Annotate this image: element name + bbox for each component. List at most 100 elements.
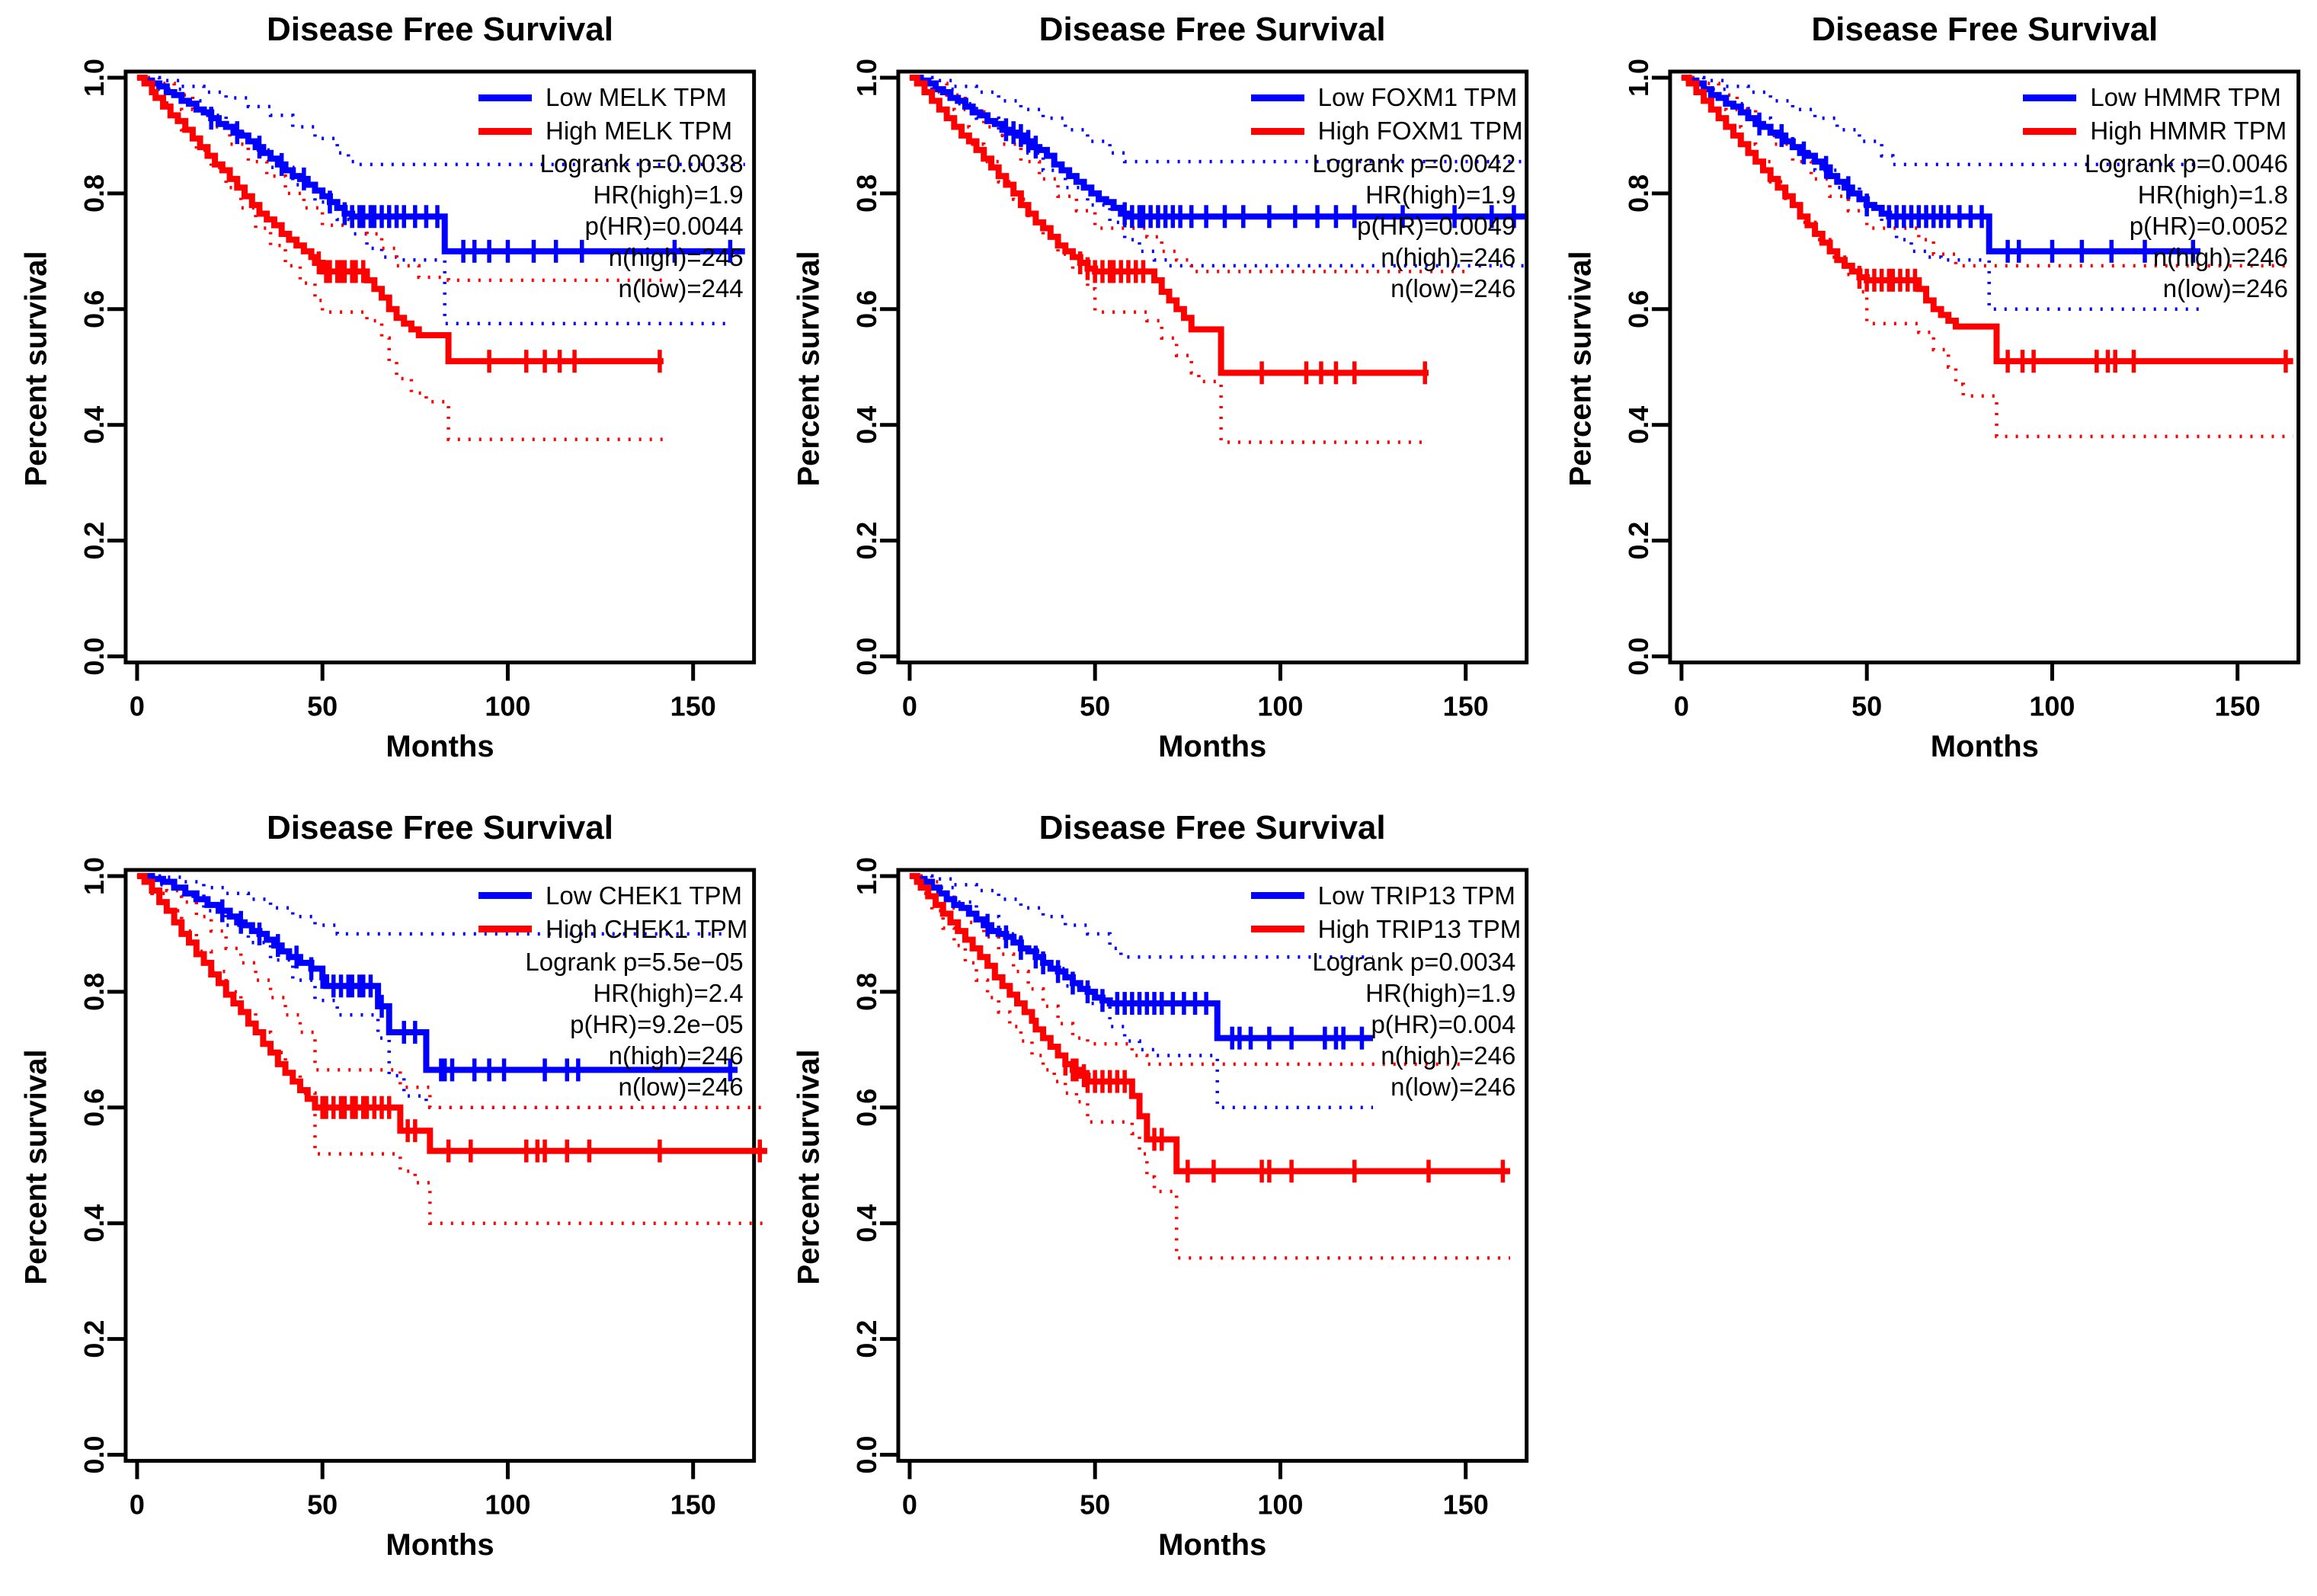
stat-line: p(HR)=0.0044 — [584, 212, 744, 240]
y-tick-label: 0.8 — [78, 972, 110, 1010]
survival-curve-high — [1682, 74, 2293, 365]
stat-line: n(high)=245 — [608, 243, 744, 271]
y-tick-label: 0.8 — [851, 972, 882, 1010]
y-tick-label: 0.4 — [78, 406, 110, 444]
legend-label: Low HMMR TPM — [2090, 83, 2281, 111]
plot-title: Disease Free Survival — [267, 808, 613, 846]
stat-line: n(high)=246 — [1381, 1041, 1516, 1070]
y-tick-label: 0.8 — [1623, 174, 1654, 213]
y-tick-label: 0.6 — [851, 290, 882, 328]
ci-curve — [1682, 75, 2293, 268]
legend-label: Low FOXM1 TPM — [1317, 83, 1518, 111]
legend-item: Low CHEK1 TPM — [478, 879, 747, 913]
legend-item: Low HMMR TPM — [2023, 81, 2287, 114]
stat-line: Logrank p=0.0034 — [1312, 947, 1516, 976]
plot-box — [123, 867, 757, 1463]
stat-line: p(HR)=9.2e−05 — [570, 1009, 744, 1038]
high-group-swatch — [1250, 127, 1304, 135]
x-tick-label: 150 — [1442, 1489, 1488, 1520]
legend-item: High FOXM1 TPM — [1250, 114, 1523, 148]
high-group-swatch — [478, 926, 532, 932]
y-tick-label: 1.0 — [851, 59, 882, 97]
x-tick-label: 0 — [902, 1489, 917, 1520]
stat-line: Logrank p=0.0038 — [539, 149, 744, 178]
y-axis-label: Percent survival — [792, 1048, 826, 1284]
y-tick-label: 0.4 — [851, 1204, 882, 1242]
x-axis-label: Months — [386, 730, 494, 763]
y-tick-label: 0.0 — [1623, 638, 1654, 676]
survival-curve-high — [909, 74, 1429, 376]
stat-line: HR(high)=1.8 — [2137, 181, 2288, 209]
legend-item: Low MELK TPM — [478, 81, 732, 114]
ci-curve — [136, 75, 664, 283]
stat-line: Logrank p=0.0046 — [2084, 149, 2288, 178]
x-tick-label: 100 — [1257, 1489, 1303, 1520]
low-group-swatch — [1250, 94, 1304, 101]
high-group-swatch — [478, 127, 532, 135]
stats-block: Logrank p=5.5e−05 HR(high)=2.4 p(HR)=9.2e−… — [525, 946, 743, 1102]
y-tick-label: 0.0 — [851, 638, 882, 676]
km-panel-foxm1: 0 50 100 150 0.0 0.2 0.4 0.6 0.8 1.0 Disease Free… — [773, 0, 1545, 798]
legend-label: High HMMR TPM — [2090, 117, 2287, 145]
stat-line: n(low)=244 — [618, 274, 744, 302]
stat-line: HR(high)=1.9 — [593, 181, 744, 209]
ci-curve — [909, 874, 1466, 1066]
y-tick-label: 0.2 — [1623, 522, 1654, 560]
ci-curve — [136, 75, 731, 326]
x-tick-label: 150 — [670, 1489, 716, 1520]
stat-line: n(low)=246 — [1391, 274, 1516, 302]
low-group-swatch — [2023, 94, 2077, 101]
legend: Low HMMR TPM High HMMR TPM — [2023, 81, 2287, 148]
ci-curve — [136, 874, 767, 1109]
y-tick-label: 0.0 — [78, 638, 110, 676]
plot-title: Disease Free Survival — [1811, 11, 2159, 48]
stat-line: Logrank p=5.5e−05 — [525, 947, 744, 976]
ci-curve — [136, 874, 731, 936]
plot-title: Disease Free Survival — [1038, 11, 1386, 48]
ci-curve — [909, 75, 1525, 268]
high-group-swatch — [2023, 127, 2077, 135]
y-tick-label: 0.4 — [78, 1204, 110, 1242]
stat-line: p(HR)=0.0049 — [1357, 212, 1516, 240]
y-tick-label: 1.0 — [78, 856, 110, 894]
stat-line: n(low)=246 — [2162, 274, 2288, 302]
km-plot-canvas: 0 50 100 150 0.0 0.2 0.4 0.6 0.8 1.0 — [78, 59, 757, 722]
stat-line: n(high)=246 — [2152, 243, 2288, 271]
plot-title: Disease Free Survival — [1038, 808, 1386, 846]
survival-curve-high — [136, 872, 767, 1154]
plot-title: Disease Free Survival — [267, 11, 613, 48]
stat-line: HR(high)=2.4 — [593, 978, 744, 1007]
stats-block: Logrank p=0.0038 HR(high)=1.9 p(HR)=0.0044… — [540, 148, 744, 304]
stat-line: p(HR)=0.0052 — [2129, 212, 2288, 240]
plot-box — [896, 69, 1528, 665]
ci-curve — [136, 75, 745, 167]
plot-box — [1668, 69, 2301, 665]
x-tick-label: 100 — [2030, 691, 2075, 722]
x-axis-label: Months — [1158, 730, 1267, 763]
km-plot-canvas: 0 50 100 150 0.0 0.2 0.4 0.6 0.8 1.0 — [851, 856, 1528, 1520]
y-axis-label: Percent survival — [19, 251, 53, 487]
km-plot-canvas: 0 50 100 150 0.0 0.2 0.4 0.6 0.8 1.0 — [1623, 59, 2301, 722]
km-panel-chek1: 0 50 100 150 0.0 0.2 0.4 0.6 0.8 1.0 Disease Free… — [0, 798, 773, 1596]
legend: Low MELK TPM High MELK TPM — [478, 81, 732, 148]
stats-block: Logrank p=0.0034 HR(high)=1.9 p(HR)=0.004 n… — [1312, 946, 1515, 1102]
km-panel-hmmr: 0 50 100 150 0.0 0.2 0.4 0.6 0.8 1.0 Disease Free… — [1544, 0, 2317, 798]
y-axis-label: Percent survival — [19, 1048, 53, 1284]
stat-line: n(high)=246 — [1381, 243, 1516, 271]
x-tick-label: 50 — [1080, 691, 1110, 722]
legend-item: High HMMR TPM — [2023, 114, 2287, 148]
ci-curve — [136, 874, 767, 1225]
km-plot-canvas: 0 50 100 150 0.0 0.2 0.4 0.6 0.8 1.0 — [78, 856, 767, 1520]
ci-curve — [1682, 75, 2201, 312]
x-tick-label: 0 — [130, 691, 145, 722]
y-tick-label: 0.2 — [78, 522, 110, 560]
legend-item: High CHEK1 TPM — [478, 913, 747, 946]
x-tick-label: 100 — [1257, 691, 1303, 722]
km-panel-trip13: 0 50 100 150 0.0 0.2 0.4 0.6 0.8 1.0 Disease Free… — [773, 798, 1545, 1596]
low-group-swatch — [1250, 892, 1304, 899]
y-tick-label: 0.2 — [851, 1319, 882, 1358]
y-tick-label: 1.0 — [851, 856, 882, 894]
stat-line: n(high)=246 — [608, 1041, 744, 1070]
y-tick-label: 0.8 — [851, 174, 882, 213]
stats-block: Logrank p=0.0042 HR(high)=1.9 p(HR)=0.0049… — [1312, 148, 1515, 304]
